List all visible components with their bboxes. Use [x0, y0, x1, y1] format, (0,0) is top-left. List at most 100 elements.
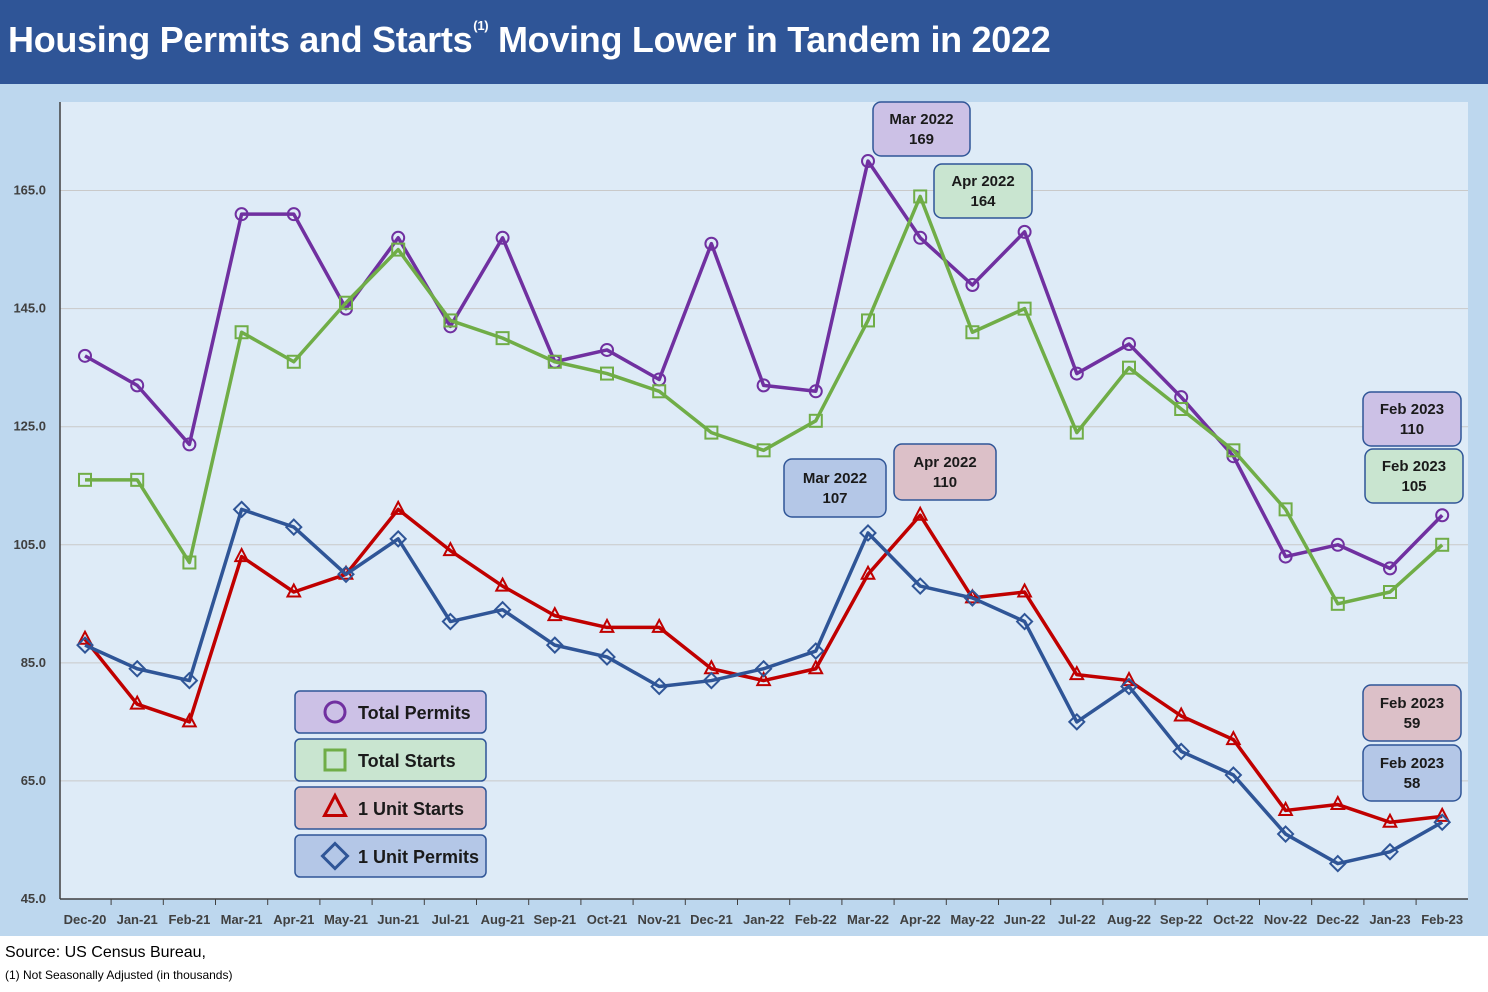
- square-marker: [704, 425, 719, 440]
- square-marker: [913, 189, 928, 204]
- callout-value: 59: [1404, 715, 1421, 732]
- x-tick-label: Apr-22: [900, 912, 941, 927]
- diamond-marker: [859, 524, 877, 542]
- callout-box: [1362, 684, 1462, 742]
- diamond-marker: [284, 518, 303, 536]
- y-tick-label: 45.0: [21, 891, 46, 906]
- x-tick-label: Jul-22: [1058, 912, 1096, 927]
- footnote: (1) Not Seasonally Adjusted (in thousand…: [5, 968, 233, 982]
- title-bar: Housing Permits and Starts(1) Moving Low…: [0, 0, 1488, 84]
- diamond-marker: [128, 659, 147, 678]
- footer: Source: US Census Bureau, (1) Not Season…: [0, 936, 1488, 992]
- x-tick-label: Jun-22: [1004, 912, 1046, 927]
- x-tick-label: Jun-21: [377, 912, 419, 927]
- axes: 45.0 65.0 85.0 105.0 125.0 145.0 165.0 Dec-20 Ja…: [13, 102, 1468, 927]
- diamond-marker: [76, 636, 94, 655]
- diamond-marker: [754, 659, 773, 678]
- square-marker: [861, 313, 875, 328]
- triangle-marker: [322, 792, 348, 817]
- callout-date: Feb 2023: [1382, 458, 1446, 475]
- legend-label: Total Permits: [358, 703, 471, 723]
- callout-box: [872, 101, 971, 157]
- triangle-marker: [181, 712, 198, 728]
- x-tick-label: Jan-23: [1369, 912, 1410, 927]
- x-tick-label: Mar-21: [221, 912, 263, 927]
- y-tick-label: 165.0: [13, 183, 46, 198]
- series-total-starts: [78, 189, 1450, 611]
- square-marker: [234, 325, 249, 340]
- x-tick-label: Nov-21: [638, 912, 681, 927]
- triangle-marker: [129, 694, 146, 710]
- circle-marker: [1122, 337, 1136, 352]
- square-marker: [600, 366, 614, 381]
- callout-value: 169: [909, 131, 934, 148]
- diamond-marker: [1015, 612, 1034, 631]
- legend-item-total-starts: Total Starts: [294, 738, 487, 782]
- circle-marker: [808, 384, 823, 399]
- series-line-total-starts: [85, 194, 1444, 606]
- diamond-marker: [1120, 677, 1138, 696]
- square-marker: [1174, 401, 1189, 416]
- diamond-marker: [963, 588, 982, 607]
- diamond-marker: [650, 677, 669, 696]
- circle-marker: [130, 378, 145, 393]
- legend-item-1-unit-starts: 1 Unit Starts: [294, 786, 487, 830]
- legend: Total Permits Total Starts 1 Unit Starts 1 …: [294, 690, 487, 878]
- circle-marker: [965, 278, 980, 293]
- callout-1-unit-permits: Feb 2023 58: [1362, 744, 1462, 802]
- series-lines: [76, 154, 1452, 873]
- x-tick-label: Jan-22: [743, 912, 784, 927]
- triangle-marker: [1173, 706, 1190, 722]
- callout-value: 58: [1404, 775, 1421, 792]
- triangle-marker: [390, 499, 407, 515]
- square-marker: [1383, 585, 1397, 600]
- triangle-marker: [860, 564, 876, 580]
- y-tick-label: 125.0: [13, 419, 46, 434]
- circle-marker: [1017, 224, 1032, 239]
- square-marker: [495, 331, 510, 346]
- x-tick-label: Feb-21: [168, 912, 210, 927]
- circle-marker: [1383, 561, 1397, 576]
- square-marker: [323, 748, 347, 772]
- circle-marker: [756, 378, 771, 393]
- diamond-marker: [1224, 766, 1243, 784]
- y-tick-label: 85.0: [21, 655, 46, 670]
- diamond-marker: [545, 636, 564, 655]
- triangle-marker: [1277, 800, 1294, 816]
- x-tick-label: Jan-21: [117, 912, 158, 927]
- circle-marker: [600, 342, 614, 357]
- x-tick-label: May-22: [950, 912, 994, 927]
- square-marker: [339, 295, 353, 310]
- title-rest: Moving Lower in Tandem in 2022: [488, 19, 1051, 60]
- x-tick-label: Oct-22: [1213, 912, 1253, 927]
- x-tick-label: May-21: [324, 912, 368, 927]
- diamond-marker: [1328, 854, 1347, 873]
- callout-date: Feb 2023: [1380, 401, 1444, 418]
- circle-marker: [182, 437, 197, 452]
- series-1-unit-permits: [76, 500, 1452, 873]
- square-marker: [1278, 502, 1293, 517]
- diamond-marker: [493, 600, 512, 619]
- chart-frame: 45.0 65.0 85.0 105.0 125.0 145.0 165.0 Dec-20 Ja…: [0, 84, 1488, 936]
- square-marker: [130, 472, 145, 487]
- diamond-marker: [598, 648, 616, 666]
- circle-marker: [861, 154, 875, 169]
- callout-value: 110: [1400, 421, 1424, 438]
- callout-box: [933, 163, 1033, 219]
- callout-date: Feb 2023: [1380, 755, 1444, 772]
- triangle-marker: [599, 617, 615, 633]
- callout-total-permits: Mar 2022 169: [872, 101, 971, 157]
- legend-item-1-unit-permits: 1 Unit Permits: [294, 834, 487, 878]
- callout-date: Apr 2022: [913, 454, 976, 471]
- diamond-marker: [1433, 813, 1452, 832]
- diamond-marker: [232, 500, 251, 519]
- callout-value: 110: [933, 474, 957, 491]
- series-line-1-unit-permits: [84, 507, 1444, 866]
- legend-item-total-permits: Total Permits: [294, 690, 487, 734]
- y-tick-label: 105.0: [13, 537, 46, 552]
- title-footnote-marker: (1): [473, 18, 489, 33]
- diamond-marker: [1172, 742, 1191, 761]
- callouts: Mar 2022 169 Apr 2022 164 Mar 2022 107 Apr 202…: [783, 101, 1464, 802]
- square-marker: [808, 413, 823, 428]
- triangle-marker: [1434, 806, 1451, 822]
